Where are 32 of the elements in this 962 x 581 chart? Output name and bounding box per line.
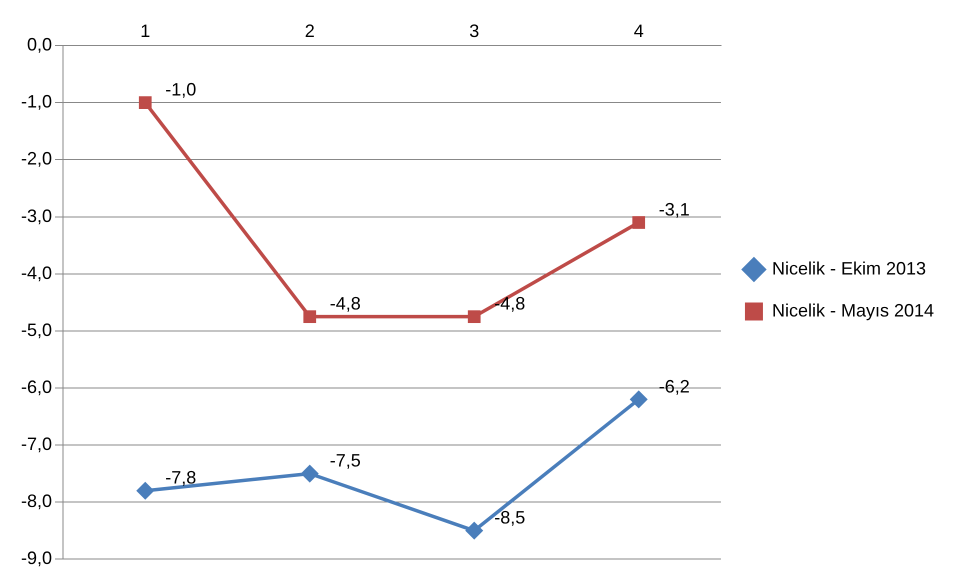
point [630, 390, 648, 408]
legend-label: Nicelik - Ekim 2013 [772, 258, 926, 278]
y-tick-label: -1,0 [20, 92, 52, 112]
data-label: -6,2 [658, 376, 690, 396]
y-tick-label: -2,0 [20, 148, 52, 169]
y-tick-label: -3,0 [20, 206, 52, 226]
point [468, 310, 481, 324]
data-label: -7,8 [165, 468, 196, 488]
legend-label: Nicelik - Mayıs 2014 [772, 300, 934, 320]
y-tick-label: -8,0 [20, 491, 52, 512]
y-tick-label: -5,0 [20, 320, 52, 340]
y-tick-label: 0,0 [26, 34, 52, 55]
data-label: -7,5 [330, 450, 361, 471]
data-label: -8,5 [494, 508, 526, 528]
data-label: -3,1 [658, 199, 690, 220]
point [303, 310, 316, 324]
x-tick-label: 4 [634, 20, 644, 41]
point [632, 216, 646, 229]
point [300, 464, 319, 483]
y-tick-label: -4,0 [20, 262, 52, 283]
x-tick-label: 2 [304, 20, 315, 41]
data-label: -4,8 [330, 294, 361, 314]
point [465, 522, 484, 540]
data-label: -1,0 [165, 80, 196, 100]
y-tick-label: -7,0 [20, 434, 52, 454]
x-tick-label: 1 [140, 20, 150, 41]
x-tick-label: 3 [469, 20, 480, 41]
y-tick-label: -9,0 [20, 548, 52, 568]
data-label: -4,8 [494, 294, 526, 314]
y-tick-label: -6,0 [20, 376, 52, 397]
point [138, 96, 152, 110]
point [136, 482, 154, 500]
